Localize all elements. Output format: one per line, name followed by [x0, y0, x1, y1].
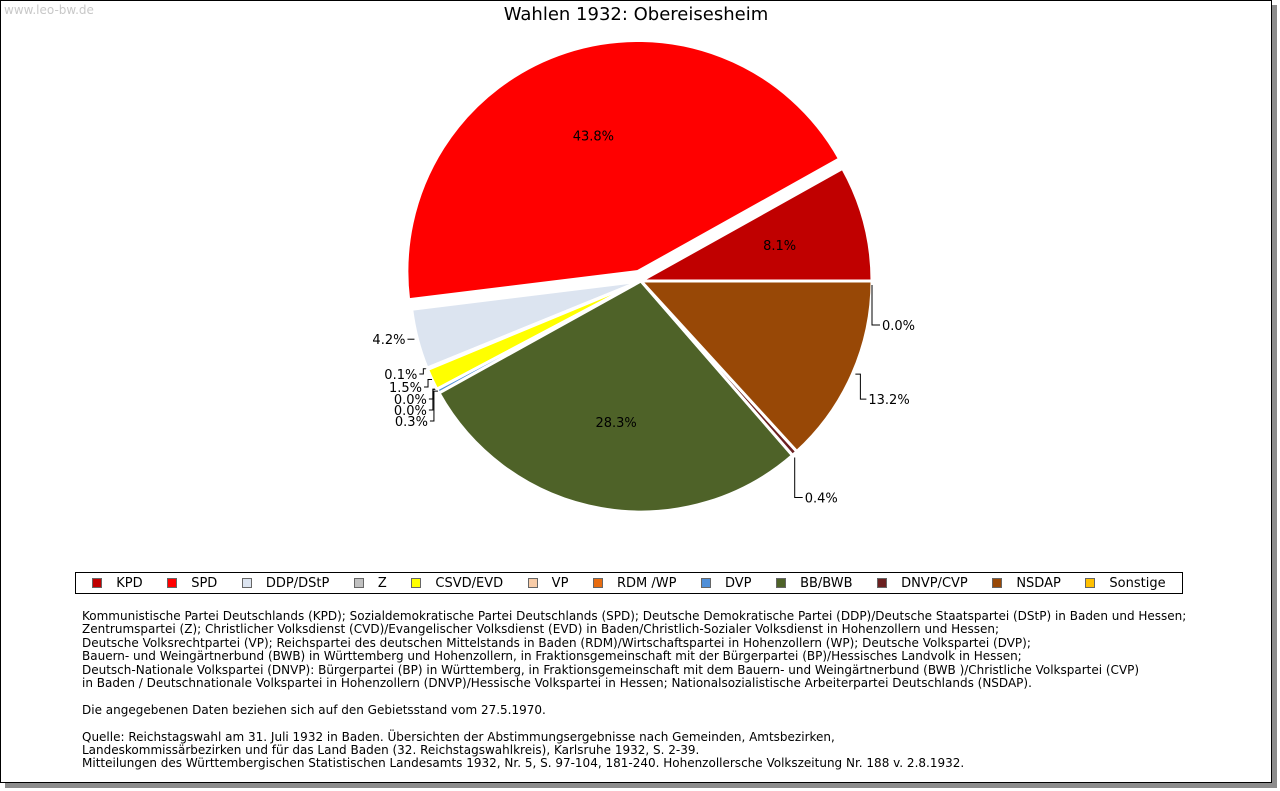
slice-label-dvp: 0.3%	[395, 415, 428, 430]
legend-label: KPD	[116, 575, 143, 591]
slice-label-nsdap: 13.2%	[868, 393, 909, 408]
chart-title: Wahlen 1932: Obereisesheim	[503, 4, 769, 25]
legend-item-ddp-dstp: DDP/DStP	[241, 575, 330, 591]
note-line: Mitteilungen des Württembergischen Stati…	[82, 756, 965, 771]
slice-label-bb-bwb: 28.3%	[595, 416, 636, 431]
legend-swatch	[877, 578, 888, 588]
legend-item-nsdap: NSDAP	[992, 576, 1061, 591]
pie-slice-kpd	[635, 166, 874, 283]
legend-item-spd: SPD	[167, 576, 217, 591]
note-line: Deutsch-Nationale Volkspartei (DNVP): Bü…	[82, 662, 1140, 677]
legend-label: Sonstige	[1109, 575, 1166, 591]
note-line: in Baden / Deutschnationale Volkspartei …	[82, 676, 1032, 691]
legend-item-dnvp-cvp: DNVP/CVP	[877, 576, 968, 591]
chart-notes: Kommunistische Partei Deutschlands (KPD)…	[82, 609, 1232, 771]
legend-label: DDP/DStP	[265, 575, 330, 591]
legend-swatch	[992, 578, 1003, 588]
legend-swatch	[1085, 578, 1096, 588]
slice-label-spd: 43.8%	[573, 129, 614, 144]
legend-swatch	[527, 578, 538, 588]
slice-label-rdm-wp: 0.0%	[394, 404, 427, 419]
leader-line	[424, 378, 433, 388]
chart-legend: KPD SPD DDP/DStP Z CSVD/EVD VP RDM /WP DVP BB/BW…	[75, 572, 1183, 594]
legend-item-vp: VP	[527, 575, 569, 591]
legend-item-kpd: KPD	[92, 575, 143, 591]
legend-label: NSDAP	[1016, 575, 1061, 591]
legend-swatch	[353, 578, 364, 588]
legend-label: DNVP/CVP	[901, 575, 968, 591]
slice-label-dnvp-cvp: 0.4%	[805, 491, 838, 506]
leader-line	[419, 368, 428, 375]
legend-label: BB/BWB	[800, 575, 853, 591]
leader-line	[794, 457, 803, 498]
legend-item-bb-bwb: BB/BWB	[776, 575, 853, 591]
note-line	[82, 717, 1232, 730]
legend-label: SPD	[191, 575, 218, 591]
legend-item-sonstige: Sonstige	[1085, 575, 1166, 591]
legend-label: RDM /WP	[616, 575, 677, 591]
legend-swatch	[241, 578, 252, 588]
legend-label: Z	[377, 575, 387, 591]
pie-slice-spd	[405, 39, 842, 302]
slice-label-csvd-evd: 1.5%	[389, 381, 422, 396]
legend-swatch	[92, 578, 103, 588]
note-line: Landeskommissärbezirken und für das Land…	[82, 743, 700, 758]
legend-label: CSVD/EVD	[435, 575, 504, 591]
slice-label-kpd: 8.1%	[763, 239, 796, 254]
slice-label-z: 0.1%	[384, 368, 417, 383]
pie-slice-nsdap	[637, 279, 874, 454]
note-line	[82, 690, 1232, 703]
legend-swatch	[776, 578, 787, 588]
leader-line	[855, 373, 867, 400]
legend-swatch	[167, 578, 178, 588]
legend-item-dvp: DVP	[701, 576, 752, 591]
legend-item-csvd-evd: CSVD/EVD	[411, 576, 503, 591]
leader-line	[428, 388, 437, 411]
legend-item-z: Z	[353, 575, 387, 591]
legend-item-rdm-wp: RDM /WP	[592, 575, 677, 591]
legend-swatch	[592, 578, 603, 588]
note-line: Bauern- und Weingärtnerbund (BWB) in Wür…	[82, 649, 1022, 664]
legend-swatch	[411, 578, 422, 588]
legend-label: VP	[551, 575, 569, 591]
watermark: www.leo-bw.de	[4, 3, 94, 17]
slice-label-ddp-dstp: 4.2%	[372, 333, 405, 348]
legend-swatch	[701, 578, 711, 588]
pie-chart: 8.1%43.8%4.2%0.1%1.5%0.0%0.0%0.3% 28.3%0.…	[372, 39, 915, 514]
leader-line	[871, 285, 880, 326]
slice-label-vp: 0.0%	[394, 393, 427, 408]
note-line: Kommunistische Partei Deutschlands (KPD)…	[82, 609, 1187, 623]
note-line: Quelle: Reichstagswahl am 31. Juli 1932 …	[82, 729, 835, 744]
note-line: Deutsche Volksrechtpartei (VP); Reichspa…	[82, 635, 1031, 650]
pie-slice-bb-bwb	[436, 279, 795, 514]
note-line: Zentrumspartei (Z); Christlicher Volksdi…	[82, 622, 1000, 637]
slice-label-sonstige: 0.0%	[882, 319, 915, 334]
legend-label: DVP	[725, 575, 752, 591]
leader-line	[429, 390, 438, 422]
note-line: Die angegebenen Daten beziehen sich auf …	[82, 702, 546, 717]
